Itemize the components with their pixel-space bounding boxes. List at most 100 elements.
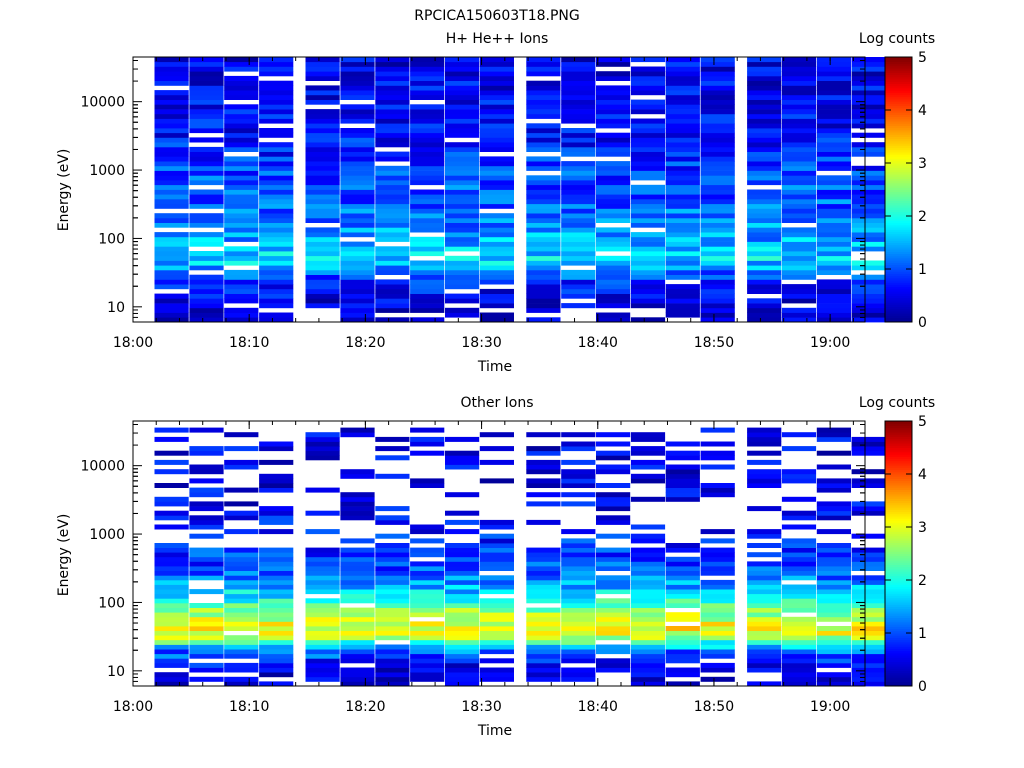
x-tick-label: 18:50 [694,699,734,715]
colorbar-swatch [885,487,912,490]
spectrogram-cell [596,99,631,105]
spectrogram-cell [305,132,340,138]
spectrogram-cell [630,473,666,479]
spectrogram-cell [224,189,259,195]
spectrogram-cell [700,85,735,91]
spectrogram-cell [224,312,259,318]
colorbar-swatch [885,246,912,250]
spectrogram-cell [561,170,596,176]
spectrogram-cell [189,524,224,530]
spectrogram-cell [851,639,886,645]
spectrogram-cell [747,217,782,223]
spectrogram-cell [479,575,514,581]
spectrogram-cell [665,649,700,655]
spectrogram-cell [410,222,445,228]
colorbar-swatch [885,129,912,133]
spectrogram-cell [410,128,445,134]
colorbar-swatch [885,165,912,168]
spectrogram-cell [747,109,782,115]
spectrogram-cell [630,142,666,148]
spectrogram-cell [526,464,561,470]
spectrogram-cell [189,217,224,223]
spectrogram-cell [479,274,514,280]
spectrogram-cell [445,464,480,470]
colorbar-swatch [885,681,912,685]
spectrogram-cell [596,85,631,91]
spectrogram-cell [665,94,700,100]
spectrogram-cell [851,436,886,442]
spectrogram-cell [816,251,851,257]
spectrogram-cell [340,589,375,595]
spectrogram-cell [340,227,375,233]
colorbar-swatch [885,515,912,519]
spectrogram-cell [561,71,596,77]
colorbar-swatch [885,489,912,493]
spectrogram-cell [851,676,886,682]
spectrogram-cell [526,547,561,553]
spectrogram-cell [851,80,886,86]
spectrogram-cell [596,165,631,171]
colorbar-swatch [885,229,912,232]
spectrogram-cell [630,621,666,627]
spectrogram-cell [665,639,700,645]
spectrogram-cell [526,288,561,294]
spectrogram-cell [479,288,514,294]
spectrogram-cell [340,137,375,143]
panel-title: H+ He++ Ions [446,31,549,47]
colorbar-swatch [885,641,912,645]
spectrogram-cell [189,556,224,562]
spectrogram-cell [816,547,851,553]
colorbar-swatch [885,500,912,504]
spectrogram-cell [445,75,480,81]
spectrogram-cell [561,529,596,535]
spectrogram-cell [851,635,886,641]
spectrogram-cell [445,203,480,209]
spectrogram-cell [596,603,631,608]
spectrogram-cell [375,132,410,138]
spectrogram-cell [630,288,666,294]
spectrogram-cell [665,189,700,195]
spectrogram-cell [526,137,561,143]
spectrogram-cell [154,658,189,664]
spectrogram-cell [259,199,294,205]
spectrogram-cell [224,612,259,618]
spectrogram-cell [747,312,782,318]
spectrogram-cell [375,109,410,115]
spectrogram-cell [526,446,561,452]
spectrogram-cell [189,232,224,238]
spectrogram-cell [259,255,294,261]
colorbar-swatch [885,666,912,669]
spectrogram-cell [816,184,851,190]
spectrogram-cell [224,236,259,242]
spectrogram-cell [445,227,480,233]
spectrogram-cell [224,566,259,571]
spectrogram-cell [665,584,700,590]
spectrogram-cell [526,579,561,585]
spectrogram-cell [700,57,735,63]
spectrogram-cell [445,298,480,304]
spectrogram-cell [154,71,189,77]
spectrogram-cell [747,246,782,252]
spectrogram-cell [747,104,782,110]
spectrogram-cell [340,616,375,622]
spectrogram-cell [561,672,596,678]
spectrogram-cell [816,570,851,576]
colorbar-swatch [885,493,912,497]
spectrogram-cell [630,464,666,470]
spectrogram-cell [816,543,851,548]
spectrogram-cell [375,658,410,664]
colorbar-swatch [885,471,912,475]
spectrogram-cell [189,446,224,452]
spectrogram-cell [445,156,480,162]
colorbar-swatch [885,269,912,272]
spectrogram-cell [375,543,410,548]
spectrogram-cell [375,515,410,521]
colorbar-swatch [885,542,912,546]
spectrogram-cell [154,612,189,618]
spectrogram-cell [189,589,224,595]
colorbar-swatch [885,553,912,557]
spectrogram-cell [410,483,445,488]
spectrogram-cell [630,561,666,567]
spectrogram-cell [224,676,259,682]
colorbar-swatch [885,180,912,184]
